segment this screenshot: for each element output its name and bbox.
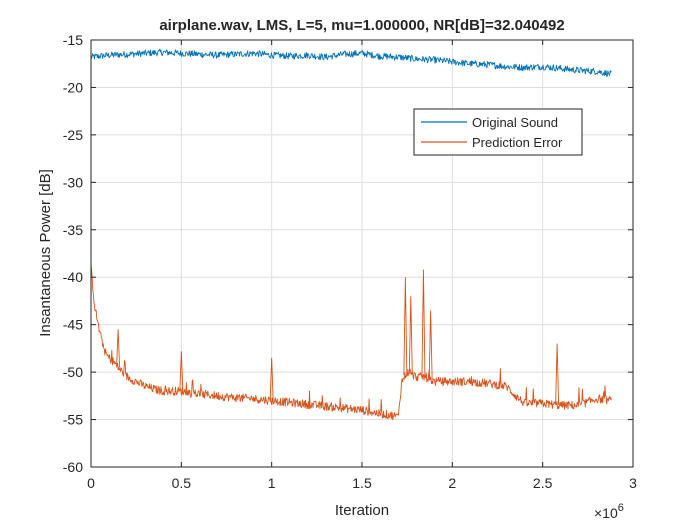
legend-label-original-sound: Original Sound — [472, 115, 558, 130]
error-spike — [428, 310, 433, 380]
error-spike — [179, 351, 184, 392]
y-tick-label: -35 — [63, 222, 83, 238]
error-spike — [421, 269, 426, 377]
x-tick-label: 1.5 — [352, 475, 372, 491]
x-axis-exponent-power: 6 — [618, 502, 624, 514]
error-spike — [403, 277, 408, 376]
x-axis-exponent-base: ×10 — [594, 505, 618, 521]
x-tick-label: 1 — [268, 475, 276, 491]
x-tick-label: 0.5 — [172, 475, 192, 491]
y-tick-label: -45 — [63, 317, 83, 333]
error-spike — [116, 329, 121, 368]
chart-title: airplane.wav, LMS, L=5, mu=1.000000, NR[… — [159, 17, 564, 34]
y-tick-label: -30 — [63, 174, 83, 190]
y-tick-label: -60 — [63, 459, 83, 475]
y-tick-label: -15 — [63, 32, 83, 48]
y-tick-label: -25 — [63, 127, 83, 143]
y-tick-label: -20 — [63, 79, 83, 95]
y-axis-label: Insantaneous Power [dB] — [37, 169, 54, 337]
y-tick-label: -40 — [63, 269, 83, 285]
series-line-prediction-error — [90, 263, 612, 421]
x-tick-label: 0 — [87, 475, 95, 491]
legend-box — [413, 108, 583, 156]
x-tick-label: 2 — [448, 475, 456, 491]
legend: Original Sound Prediction Error — [413, 108, 583, 156]
series-layer — [90, 48, 612, 421]
x-axis-label: Iteration — [335, 502, 389, 519]
series-line-original-sound — [90, 48, 612, 77]
x-axis-exponent: ×106 — [594, 502, 624, 521]
x-axis-ticks: 0 0.5 1 1.5 2 2.5 3 — [87, 40, 637, 491]
error-spike — [269, 357, 274, 401]
x-tick-label: 3 — [629, 475, 637, 491]
y-tick-label: -55 — [63, 412, 83, 428]
error-spike — [555, 343, 560, 405]
legend-label-prediction-error: Prediction Error — [472, 135, 563, 150]
y-tick-label: -50 — [63, 364, 83, 380]
error-spike — [408, 296, 413, 375]
y-axis-ticks: -60 -55 -50 -45 -40 -35 -30 -25 -20 -15 — [63, 32, 633, 475]
x-tick-label: 2.5 — [533, 475, 553, 491]
